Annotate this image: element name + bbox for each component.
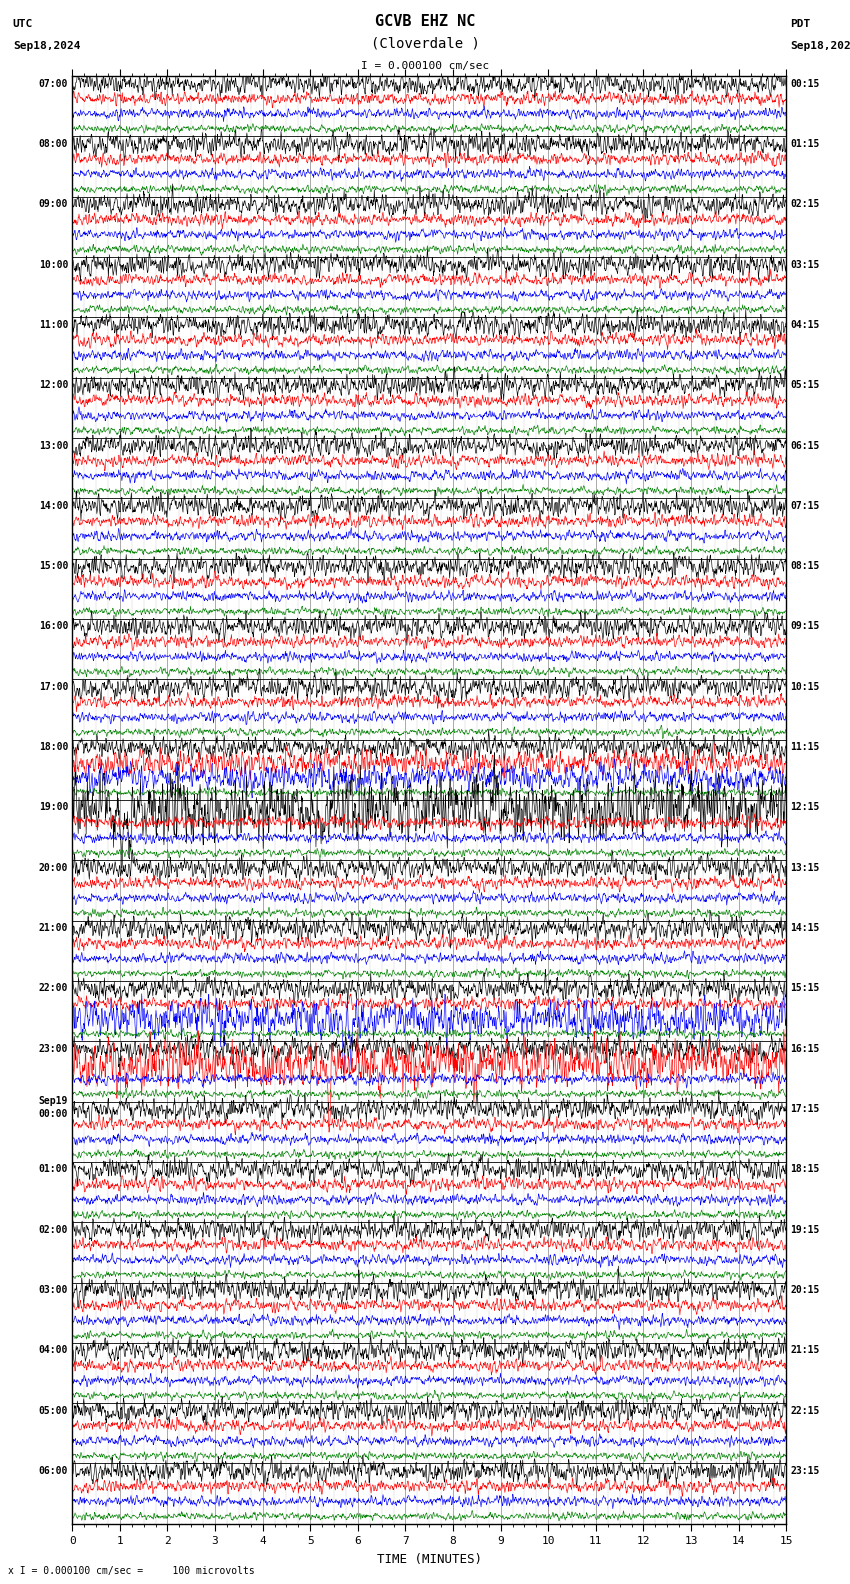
Text: 18:00: 18:00 <box>38 743 68 752</box>
Text: 14:00: 14:00 <box>38 501 68 512</box>
Text: 12:00: 12:00 <box>38 380 68 390</box>
Text: 07:15: 07:15 <box>790 501 820 512</box>
Text: 22:15: 22:15 <box>790 1405 820 1416</box>
Text: 19:00: 19:00 <box>38 803 68 813</box>
Text: 09:15: 09:15 <box>790 621 820 632</box>
Text: 21:15: 21:15 <box>790 1345 820 1356</box>
Text: 05:00: 05:00 <box>38 1405 68 1416</box>
Text: I = 0.000100 cm/sec: I = 0.000100 cm/sec <box>361 62 489 71</box>
Text: 01:15: 01:15 <box>790 139 820 149</box>
Text: x I = 0.000100 cm/sec =     100 microvolts: x I = 0.000100 cm/sec = 100 microvolts <box>8 1567 255 1576</box>
Text: 05:15: 05:15 <box>790 380 820 390</box>
Text: 12:15: 12:15 <box>790 803 820 813</box>
Text: 02:00: 02:00 <box>38 1224 68 1236</box>
Text: 19:15: 19:15 <box>790 1224 820 1236</box>
Text: 06:15: 06:15 <box>790 440 820 450</box>
Text: 20:00: 20:00 <box>38 863 68 873</box>
Text: (Cloverdale ): (Cloverdale ) <box>371 36 479 51</box>
Text: 15:15: 15:15 <box>790 984 820 993</box>
Text: 10:15: 10:15 <box>790 681 820 692</box>
Text: 03:15: 03:15 <box>790 260 820 269</box>
Text: 00:15: 00:15 <box>790 79 820 89</box>
Text: 08:00: 08:00 <box>38 139 68 149</box>
Text: 11:15: 11:15 <box>790 743 820 752</box>
Text: 01:00: 01:00 <box>38 1164 68 1174</box>
Text: 23:00: 23:00 <box>38 1044 68 1053</box>
Text: 23:15: 23:15 <box>790 1467 820 1476</box>
Text: 08:15: 08:15 <box>790 561 820 572</box>
Text: 10:00: 10:00 <box>38 260 68 269</box>
X-axis label: TIME (MINUTES): TIME (MINUTES) <box>377 1552 482 1565</box>
Text: 11:00: 11:00 <box>38 320 68 329</box>
Text: UTC: UTC <box>13 19 33 29</box>
Text: 04:15: 04:15 <box>790 320 820 329</box>
Text: 06:00: 06:00 <box>38 1467 68 1476</box>
Text: 18:15: 18:15 <box>790 1164 820 1174</box>
Text: 17:15: 17:15 <box>790 1104 820 1114</box>
Text: 13:15: 13:15 <box>790 863 820 873</box>
Text: 16:15: 16:15 <box>790 1044 820 1053</box>
Text: Sep18,2024: Sep18,2024 <box>790 41 850 51</box>
Text: GCVB EHZ NC: GCVB EHZ NC <box>375 14 475 29</box>
Text: 13:00: 13:00 <box>38 440 68 450</box>
Text: 00:00: 00:00 <box>38 1109 68 1118</box>
Text: Sep18,2024: Sep18,2024 <box>13 41 80 51</box>
Text: 07:00: 07:00 <box>38 79 68 89</box>
Text: 16:00: 16:00 <box>38 621 68 632</box>
Text: PDT: PDT <box>790 19 811 29</box>
Text: 14:15: 14:15 <box>790 923 820 933</box>
Text: 09:00: 09:00 <box>38 200 68 209</box>
Text: 20:15: 20:15 <box>790 1285 820 1296</box>
Text: 03:00: 03:00 <box>38 1285 68 1296</box>
Text: 22:00: 22:00 <box>38 984 68 993</box>
Text: 15:00: 15:00 <box>38 561 68 572</box>
Text: 17:00: 17:00 <box>38 681 68 692</box>
Text: 02:15: 02:15 <box>790 200 820 209</box>
Text: 21:00: 21:00 <box>38 923 68 933</box>
Text: 04:00: 04:00 <box>38 1345 68 1356</box>
Text: Sep19: Sep19 <box>38 1096 68 1106</box>
